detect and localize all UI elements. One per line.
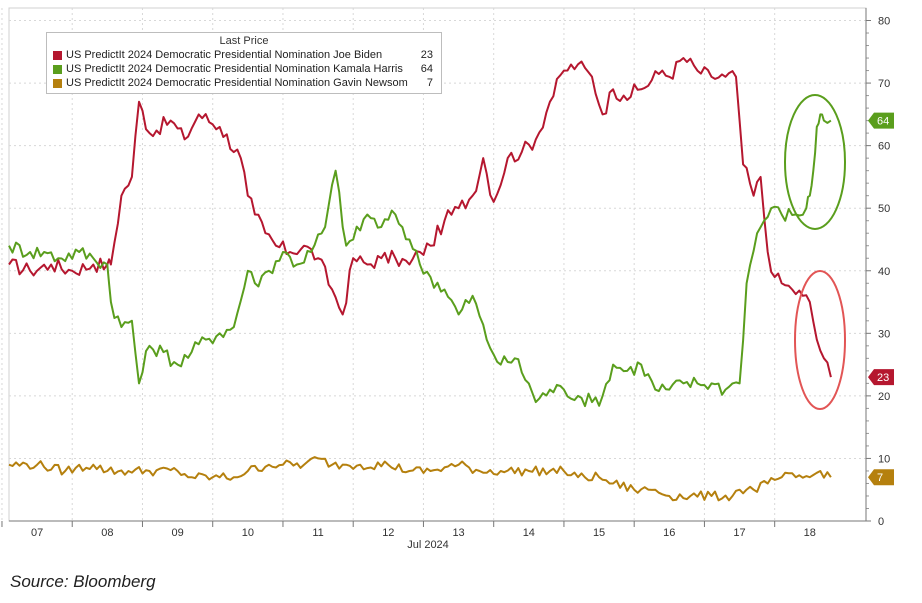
series-lines	[8, 57, 832, 502]
last-value-badge-text: 64	[877, 116, 889, 128]
x-tick-label: 11	[312, 527, 323, 539]
last-value-badge	[868, 112, 894, 129]
y-tick-label: 20	[878, 391, 890, 403]
last-value-badge-text: 23	[877, 372, 889, 384]
harris-highlight-ellipse	[784, 94, 846, 230]
x-tick-label: 16	[663, 527, 675, 539]
legend-entry-biden: US PredictIt 2024 Democratic Presidentia…	[53, 49, 435, 62]
annotation-circles	[784, 94, 846, 410]
x-tick-label: 14	[523, 527, 535, 539]
legend-entry-harris: US PredictIt 2024 Democratic Presidentia…	[53, 63, 435, 76]
y-tick-label: 10	[878, 453, 890, 465]
axes: 0 10 20 30 40 50 60 70 80 07 08 09 10 11 12 13 14 15 16 17 1…	[1, 8, 890, 539]
x-tick-label: 13	[452, 527, 464, 539]
y-tick-label: 60	[878, 141, 890, 153]
legend-last-value: 64	[420, 63, 433, 75]
legend-label: US PredictIt 2024 Democratic Presidentia…	[66, 77, 408, 89]
last-value-badge-text: 7	[877, 472, 883, 484]
last-value-badge	[868, 369, 894, 386]
x-tick-label: 18	[804, 527, 816, 539]
legend-title: Last Price	[219, 35, 269, 47]
x-tick-label: 08	[101, 527, 113, 539]
y-tick-label: 80	[878, 16, 890, 28]
y-tick-label: 40	[878, 266, 890, 278]
y-tick-label: 50	[878, 203, 890, 215]
x-axis-label: Jul 2024	[407, 539, 449, 551]
legend-swatch	[53, 51, 62, 60]
y-tick-label: 30	[878, 328, 890, 340]
y-tick-label: 0	[878, 516, 884, 528]
legend-last-value: 7	[426, 77, 433, 89]
legend-entry-newsom: US PredictIt 2024 Democratic Presidentia…	[53, 77, 435, 90]
x-tick-label: 07	[31, 527, 43, 539]
series-line-2	[8, 456, 832, 502]
last-value-badge	[868, 469, 894, 486]
series-line-1	[8, 113, 832, 408]
legend-swatch	[53, 79, 62, 88]
last-value-badges: 23 64 7	[868, 112, 894, 486]
legend-last-value: 23	[420, 49, 433, 61]
x-tick-label: 12	[382, 527, 394, 539]
x-tick-label: 09	[171, 527, 183, 539]
y-tick-label: 70	[878, 78, 890, 90]
source-note: Source: Bloomberg	[10, 572, 156, 591]
biden-highlight-ellipse	[794, 270, 846, 410]
x-tick-label: 17	[733, 527, 745, 539]
series-line-0	[8, 57, 832, 378]
x-tick-label: 15	[593, 527, 605, 539]
x-tick-label: 10	[242, 527, 254, 539]
legend-label: US PredictIt 2024 Democratic Presidentia…	[66, 49, 383, 61]
legend-label: US PredictIt 2024 Democratic Presidentia…	[66, 63, 403, 75]
legend: Last Price US PredictIt 2024 Democratic …	[46, 32, 442, 94]
legend-swatch	[53, 65, 62, 74]
chart: 0 10 20 30 40 50 60 70 80 07 08 09 10 11 12 13 14 15 16 17 1…	[1, 7, 894, 551]
